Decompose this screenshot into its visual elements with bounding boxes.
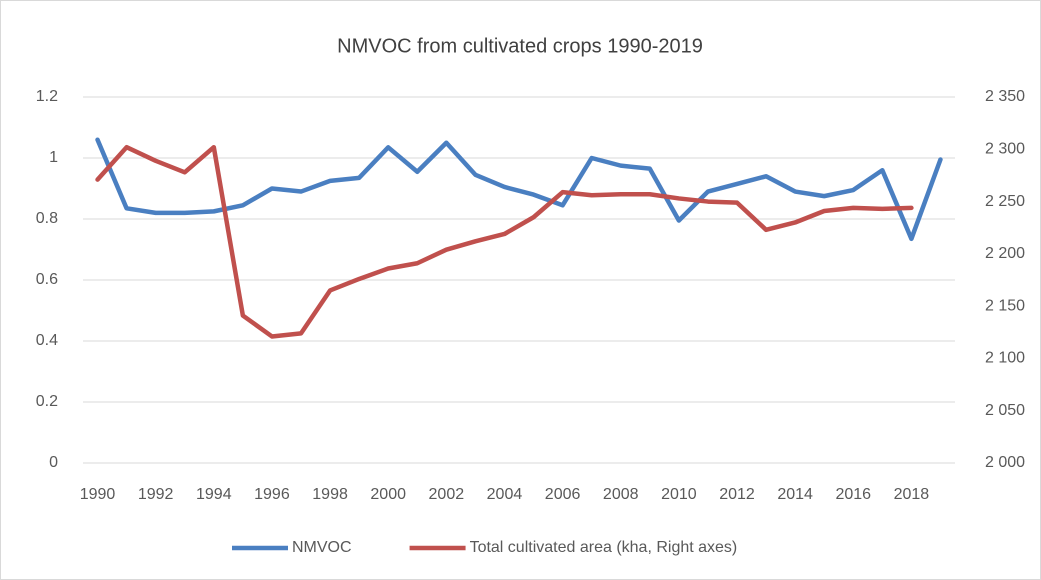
x-tick-label: 1996	[254, 486, 290, 503]
x-tick-label: 2014	[777, 486, 813, 503]
x-tick-label: 1992	[138, 486, 174, 503]
x-tick-label: 2002	[429, 486, 465, 503]
y2-tick-label: 2 300	[985, 141, 1025, 158]
y-tick-label: 1	[49, 149, 58, 166]
x-tick-label: 2018	[894, 486, 930, 503]
x-tick-label: 1998	[312, 486, 348, 503]
y-tick-label: 0	[49, 454, 58, 471]
x-tick-label: 2016	[835, 486, 871, 503]
y-tick-label: 0.4	[36, 332, 58, 349]
x-tick-label: 2012	[719, 486, 755, 503]
y2-tick-label: 2 100	[985, 350, 1025, 367]
series-line	[95, 144, 914, 339]
x-tick-label: 2006	[545, 486, 581, 503]
y-tick-label: 0.2	[36, 393, 58, 410]
x-tick-label: 2010	[661, 486, 697, 503]
x-tick-label: 1990	[80, 486, 116, 503]
x-tick-label: 2008	[603, 486, 639, 503]
y2-tick-label: 2 050	[985, 402, 1025, 419]
legend-label: Total cultivated area (kha, Right axes)	[470, 539, 738, 556]
x-tick-label: 2004	[487, 486, 523, 503]
series-line	[95, 137, 943, 242]
y2-tick-label: 2 350	[985, 88, 1025, 105]
x-tick-label: 1994	[196, 486, 232, 503]
y2-tick-label: 2 200	[985, 245, 1025, 262]
x-tick-label: 2000	[370, 486, 406, 503]
y-tick-label: 0.8	[36, 210, 58, 227]
y2-tick-label: 2 250	[985, 193, 1025, 210]
legend-label: NMVOC	[292, 539, 352, 556]
chart-title: NMVOC from cultivated crops 1990-2019	[337, 35, 703, 57]
y-tick-label: 1.2	[36, 88, 58, 105]
y2-tick-label: 2 000	[985, 454, 1025, 471]
y-tick-label: 0.6	[36, 271, 58, 288]
y2-tick-label: 2 150	[985, 297, 1025, 314]
